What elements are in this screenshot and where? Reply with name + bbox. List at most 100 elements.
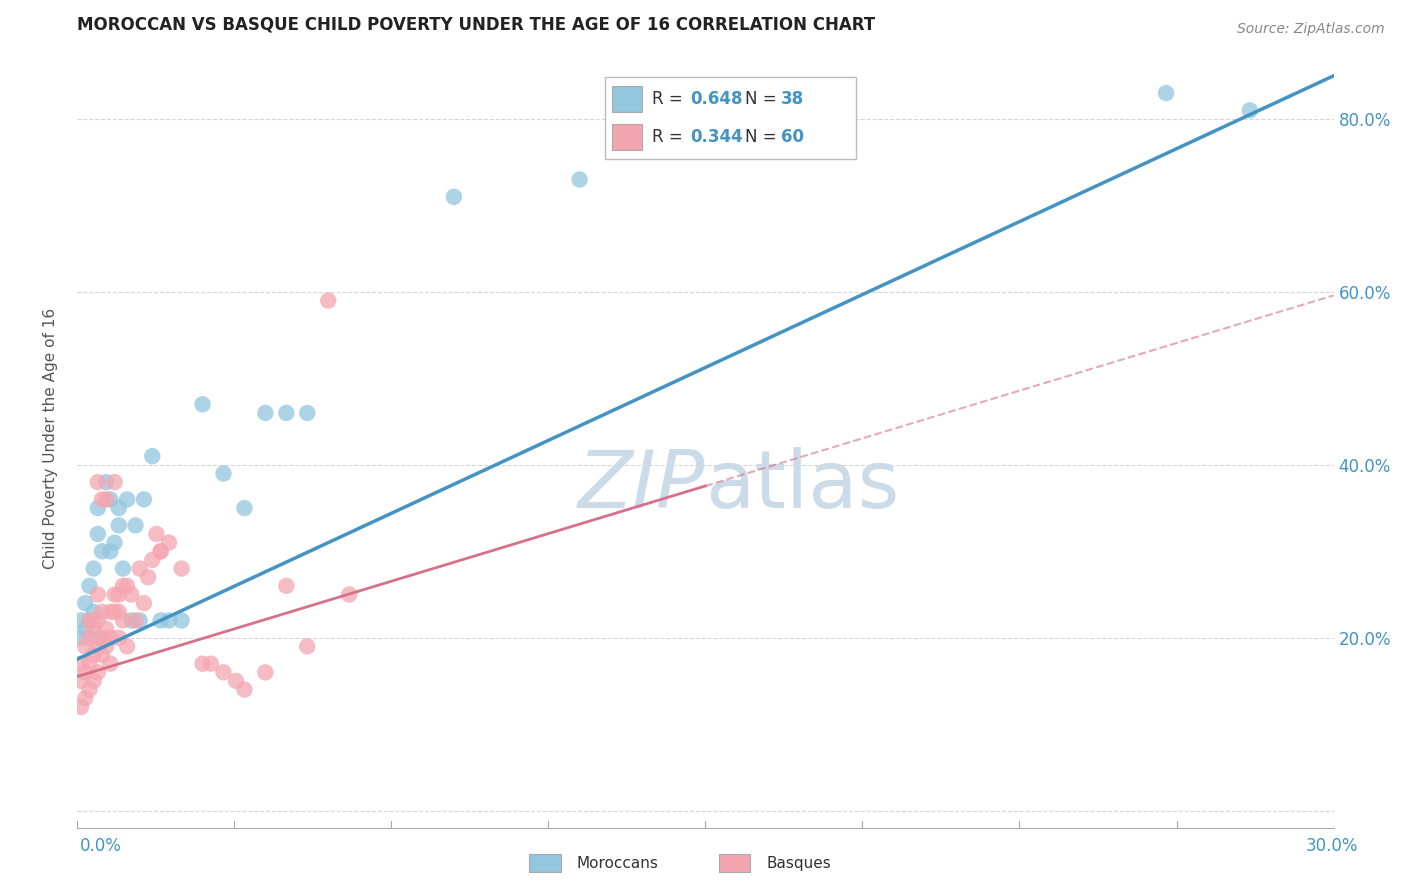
Point <box>233 501 256 516</box>
Text: Basques: Basques <box>766 856 831 871</box>
Point <box>96 622 118 636</box>
Point <box>75 665 97 680</box>
Point <box>337 587 360 601</box>
Point <box>75 596 97 610</box>
Point <box>100 492 122 507</box>
Point <box>1154 86 1177 100</box>
Point <box>124 614 146 628</box>
Point <box>212 665 235 680</box>
Point <box>170 561 193 575</box>
Text: ZIP: ZIP <box>578 447 706 524</box>
Point <box>96 640 118 654</box>
Point <box>191 397 214 411</box>
Point <box>107 518 129 533</box>
Point <box>111 561 134 575</box>
Point <box>79 631 101 645</box>
Point <box>83 605 105 619</box>
Point <box>157 535 180 549</box>
Point <box>83 614 105 628</box>
Point <box>276 579 298 593</box>
Point <box>254 406 277 420</box>
Point <box>136 570 159 584</box>
Point <box>107 501 129 516</box>
Point <box>91 648 114 662</box>
Point <box>96 475 118 489</box>
Point <box>87 587 110 601</box>
Point <box>157 614 180 628</box>
Text: Moroccans: Moroccans <box>576 856 658 871</box>
Point <box>1239 103 1261 118</box>
Point <box>149 544 172 558</box>
Point <box>87 631 110 645</box>
Point <box>103 475 125 489</box>
Point <box>124 518 146 533</box>
Point <box>128 614 150 628</box>
Point <box>233 682 256 697</box>
Point <box>141 449 163 463</box>
Point <box>87 665 110 680</box>
Point <box>115 640 138 654</box>
Bar <box>529 855 561 872</box>
Point <box>132 596 155 610</box>
Point <box>87 475 110 489</box>
Point <box>225 673 247 688</box>
Point <box>100 605 122 619</box>
Point <box>115 579 138 593</box>
Point <box>91 605 114 619</box>
Point <box>83 648 105 662</box>
Point <box>70 657 93 671</box>
Point <box>70 673 93 688</box>
Point <box>132 492 155 507</box>
Point <box>103 587 125 601</box>
Point <box>568 172 591 186</box>
Point <box>79 614 101 628</box>
Point <box>103 535 125 549</box>
Point <box>83 561 105 575</box>
Point <box>149 614 172 628</box>
Point <box>111 579 134 593</box>
Point <box>191 657 214 671</box>
Point <box>443 190 465 204</box>
Point <box>91 631 114 645</box>
Point <box>100 631 122 645</box>
Point <box>254 665 277 680</box>
Point <box>79 682 101 697</box>
Y-axis label: Child Poverty Under the Age of 16: Child Poverty Under the Age of 16 <box>44 309 58 569</box>
Text: 30.0%: 30.0% <box>1305 837 1358 855</box>
Text: Source: ZipAtlas.com: Source: ZipAtlas.com <box>1237 22 1385 37</box>
Point <box>145 527 167 541</box>
Point <box>170 614 193 628</box>
Point <box>297 406 319 420</box>
Point <box>120 587 142 601</box>
Point <box>96 492 118 507</box>
Point <box>79 614 101 628</box>
Point <box>83 622 105 636</box>
Point <box>79 579 101 593</box>
Point <box>75 622 97 636</box>
Bar <box>718 855 751 872</box>
Point <box>212 467 235 481</box>
Point <box>87 527 110 541</box>
Point <box>70 614 93 628</box>
Point <box>79 657 101 671</box>
Point <box>316 293 339 308</box>
Point <box>87 614 110 628</box>
Point <box>149 544 172 558</box>
Text: MOROCCAN VS BASQUE CHILD POVERTY UNDER THE AGE OF 16 CORRELATION CHART: MOROCCAN VS BASQUE CHILD POVERTY UNDER T… <box>77 15 875 33</box>
Text: 0.0%: 0.0% <box>80 837 122 855</box>
Point <box>91 544 114 558</box>
Point <box>103 605 125 619</box>
Point <box>128 561 150 575</box>
Point <box>75 691 97 706</box>
Point <box>70 631 93 645</box>
Point <box>91 492 114 507</box>
Point <box>111 614 134 628</box>
Point <box>120 614 142 628</box>
Point <box>107 605 129 619</box>
Point <box>200 657 222 671</box>
Text: atlas: atlas <box>706 447 900 524</box>
Point <box>100 657 122 671</box>
Point <box>87 501 110 516</box>
Point <box>83 673 105 688</box>
Point <box>75 640 97 654</box>
